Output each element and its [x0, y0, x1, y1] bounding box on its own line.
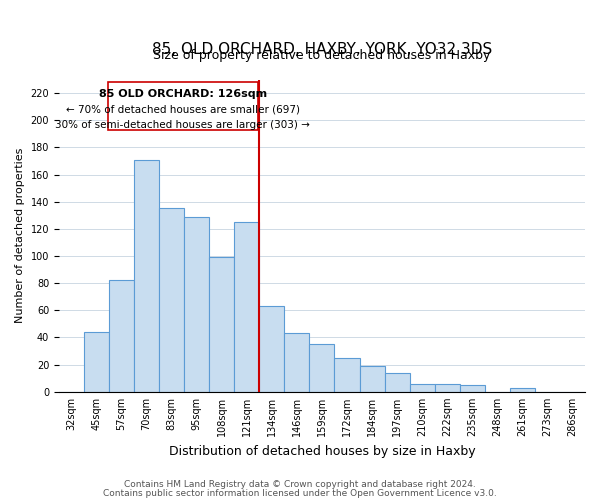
Bar: [84, 332, 109, 392]
Bar: [234, 222, 259, 392]
Bar: [434, 384, 460, 392]
Bar: [310, 344, 334, 392]
Bar: [209, 258, 234, 392]
Text: Contains HM Land Registry data © Crown copyright and database right 2024.: Contains HM Land Registry data © Crown c…: [124, 480, 476, 489]
Bar: [134, 160, 159, 392]
Y-axis label: Number of detached properties: Number of detached properties: [15, 148, 25, 324]
Bar: [259, 306, 284, 392]
Text: ← 70% of detached houses are smaller (697): ← 70% of detached houses are smaller (69…: [66, 104, 300, 115]
Bar: [284, 334, 310, 392]
Bar: [510, 388, 535, 392]
Text: 30% of semi-detached houses are larger (303) →: 30% of semi-detached houses are larger (…: [55, 120, 310, 130]
Bar: [334, 358, 359, 392]
Bar: [460, 385, 485, 392]
X-axis label: Distribution of detached houses by size in Haxby: Distribution of detached houses by size …: [169, 444, 475, 458]
Bar: [184, 216, 209, 392]
Bar: [410, 384, 434, 392]
Bar: [109, 280, 134, 392]
Bar: [159, 208, 184, 392]
Text: Contains public sector information licensed under the Open Government Licence v3: Contains public sector information licen…: [103, 488, 497, 498]
FancyBboxPatch shape: [108, 82, 258, 130]
Bar: [359, 366, 385, 392]
Text: Size of property relative to detached houses in Haxby: Size of property relative to detached ho…: [153, 50, 491, 62]
Bar: [385, 373, 410, 392]
Title: 85, OLD ORCHARD, HAXBY, YORK, YO32 3DS: 85, OLD ORCHARD, HAXBY, YORK, YO32 3DS: [152, 42, 492, 58]
Text: 85 OLD ORCHARD: 126sqm: 85 OLD ORCHARD: 126sqm: [99, 89, 267, 99]
